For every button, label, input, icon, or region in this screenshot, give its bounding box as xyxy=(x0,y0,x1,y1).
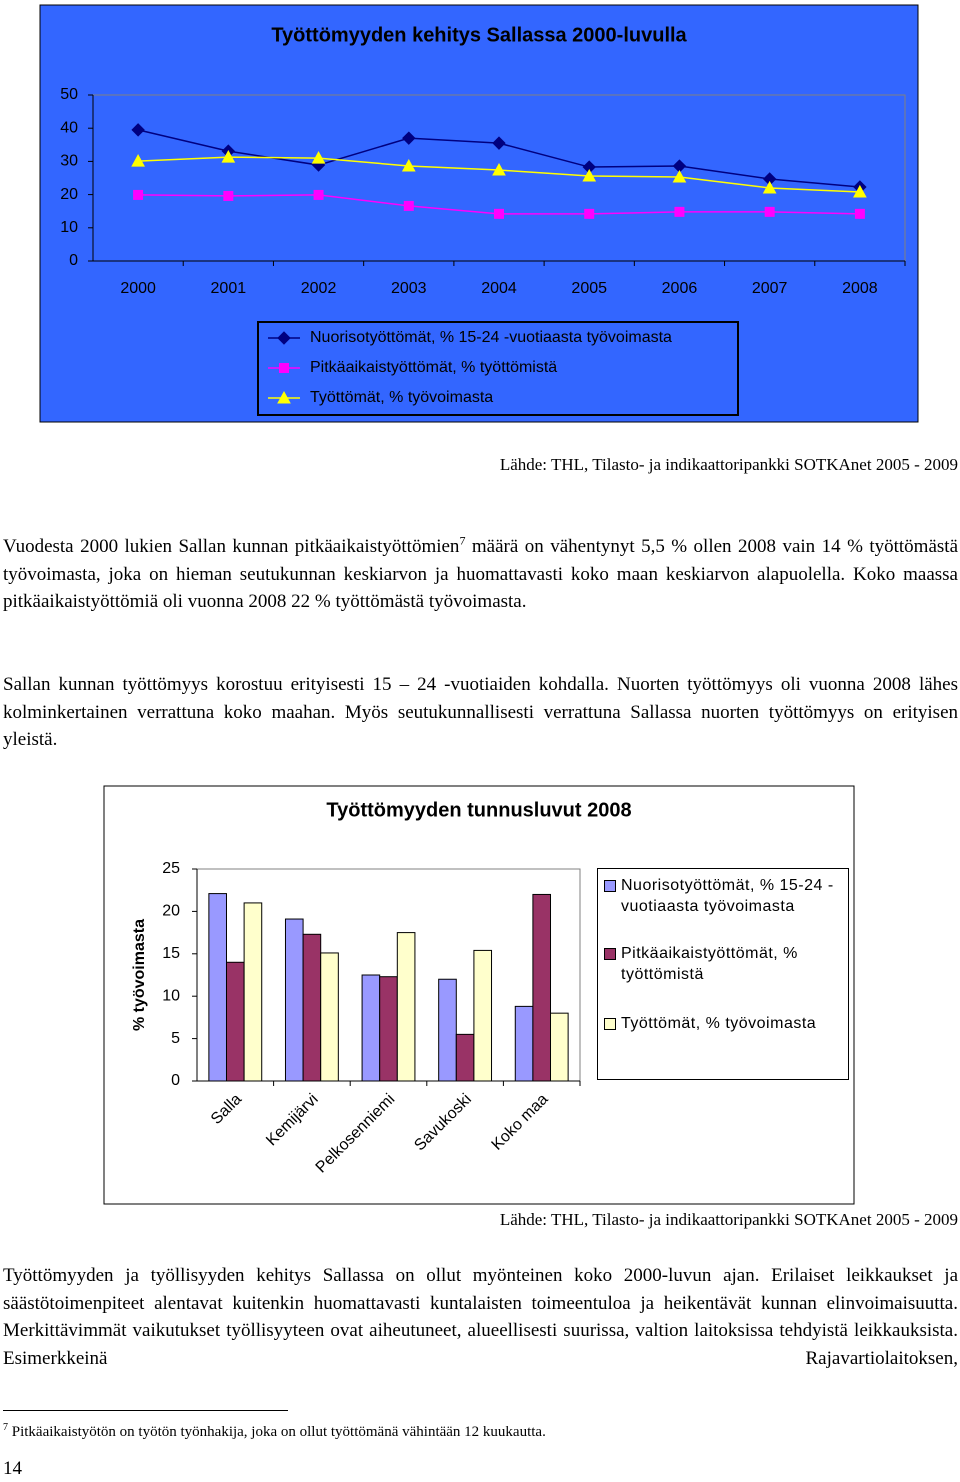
marker xyxy=(762,180,777,194)
marker xyxy=(402,131,416,145)
marker xyxy=(672,169,687,183)
marker xyxy=(492,162,506,176)
marker xyxy=(584,208,595,219)
legend-label: Pitkäaikaistyöttömät, % työttömistä xyxy=(621,945,798,983)
y-tick-label: 0 xyxy=(69,252,78,269)
bar xyxy=(396,932,416,1082)
footnote-text: Pitkäaikaistyötön on työtön työnhakija, … xyxy=(11,1424,546,1440)
legend-item: Pitkäaikaistyöttömät, % työttömistä xyxy=(604,943,859,985)
legend-item: Työttömät, % työvoimasta xyxy=(604,1013,859,1034)
bar xyxy=(208,893,227,1082)
legend-label: Työttömät, % työvoimasta xyxy=(310,389,493,406)
legend-marker xyxy=(277,390,291,404)
y-tick-label: 20 xyxy=(60,186,78,203)
marker xyxy=(131,123,145,137)
source: Lähde: THL, Tilasto- ja indikaattoripank… xyxy=(499,1210,958,1229)
marker xyxy=(582,168,597,182)
legend-marker xyxy=(279,363,289,373)
legend-swatch xyxy=(604,948,616,960)
legend-label: Nuorisotyöttömät, % 15-24 -vuotiaasta ty… xyxy=(621,877,834,915)
footnote-ref: 7 xyxy=(459,533,466,548)
marker xyxy=(853,184,867,198)
y-tick-label: 40 xyxy=(60,119,78,136)
y-tick-label: 5 xyxy=(171,1030,180,1047)
footnote: 7 Pitkäaikaistyötön on työtön työnhakija… xyxy=(3,1422,546,1441)
text: määrä on vähentynyt 5,5 % ollen 2008 vai… xyxy=(3,536,959,612)
chart-title: Työttömyyden tunnusluvut 2008 xyxy=(326,799,631,821)
legend-label: Nuorisotyöttömät, % 15-24 -vuotiaasta ty… xyxy=(310,329,672,346)
x-tick-label: 2003 xyxy=(391,280,427,297)
legend-item: Nuorisotyöttömät, % 15-24 -vuotiaasta ty… xyxy=(604,875,859,917)
x-tick-label: 2001 xyxy=(211,280,247,297)
paragraph: Työttömyyden ja työllisyyden kehitys Sal… xyxy=(3,1265,958,1369)
x-tick-label: 2002 xyxy=(301,280,337,297)
marker xyxy=(311,151,326,164)
x-tick-label: 2007 xyxy=(752,280,788,297)
source: Lähde: THL, Tilasto- ja indikaattoripank… xyxy=(499,455,958,474)
bar xyxy=(361,974,381,1082)
legend-marker xyxy=(277,331,291,345)
marker xyxy=(131,154,145,167)
bar xyxy=(532,893,552,1082)
x-tick-label: 2006 xyxy=(662,280,698,297)
marker xyxy=(494,208,504,219)
x-tick-label: 2008 xyxy=(842,280,878,297)
bar xyxy=(473,949,493,1082)
page-number: 14 xyxy=(3,1458,22,1479)
marker xyxy=(403,200,414,211)
bar xyxy=(438,978,457,1082)
x-tick-label: 2000 xyxy=(120,280,156,297)
bar xyxy=(243,902,263,1082)
y-tick-label: 50 xyxy=(60,86,78,103)
marker xyxy=(221,150,236,163)
bar xyxy=(284,918,304,1082)
marker xyxy=(674,206,685,217)
y-tick-label: 10 xyxy=(162,987,180,1004)
text: Vuodesta 2000 lukien Sallan kunnan pitkä… xyxy=(3,536,460,557)
y-tick-label: 10 xyxy=(60,219,78,236)
paragraph: Sallan kunnan työttömyys korostuu erityi… xyxy=(3,674,958,750)
footnote-mark: 7 xyxy=(3,1422,8,1433)
bar xyxy=(455,1033,475,1082)
bar xyxy=(514,1005,534,1082)
marker xyxy=(492,136,506,150)
legend-label: Pitkäaikaistyöttömät, % työttömistä xyxy=(310,359,557,376)
legend-swatch xyxy=(604,1018,616,1030)
legend-label: Työttömät, % työvoimasta xyxy=(621,1015,817,1032)
chart-title: Työttömyyden kehitys Sallassa 2000-luvul… xyxy=(271,24,687,46)
y-tick-label: 25 xyxy=(162,860,180,877)
bar xyxy=(320,952,339,1082)
marker xyxy=(223,190,234,201)
bar xyxy=(302,933,322,1082)
y-tick-label: 20 xyxy=(162,903,180,920)
marker xyxy=(313,189,324,200)
y-tick-label: 15 xyxy=(162,945,180,962)
paragraph: Vuodesta 2000 lukien Sallan kunnan pitkä… xyxy=(3,533,958,616)
marker xyxy=(401,159,416,172)
legend-swatch xyxy=(604,880,616,892)
y-tick-label: 0 xyxy=(171,1072,180,1089)
bar xyxy=(225,961,245,1082)
y-axis-label: % työvoimasta xyxy=(131,919,148,1031)
marker xyxy=(133,189,144,200)
y-tick-label: 30 xyxy=(60,153,78,170)
footnote-rule xyxy=(3,1410,288,1411)
bar xyxy=(550,1012,569,1082)
marker xyxy=(854,208,865,219)
bar xyxy=(379,976,398,1082)
x-tick-label: 2005 xyxy=(571,280,607,297)
legend xyxy=(257,321,739,416)
x-tick-label: 2004 xyxy=(481,280,517,297)
marker xyxy=(764,206,775,217)
legend: Nuorisotyöttömät, % 15-24 -vuotiaasta ty… xyxy=(597,868,849,1080)
